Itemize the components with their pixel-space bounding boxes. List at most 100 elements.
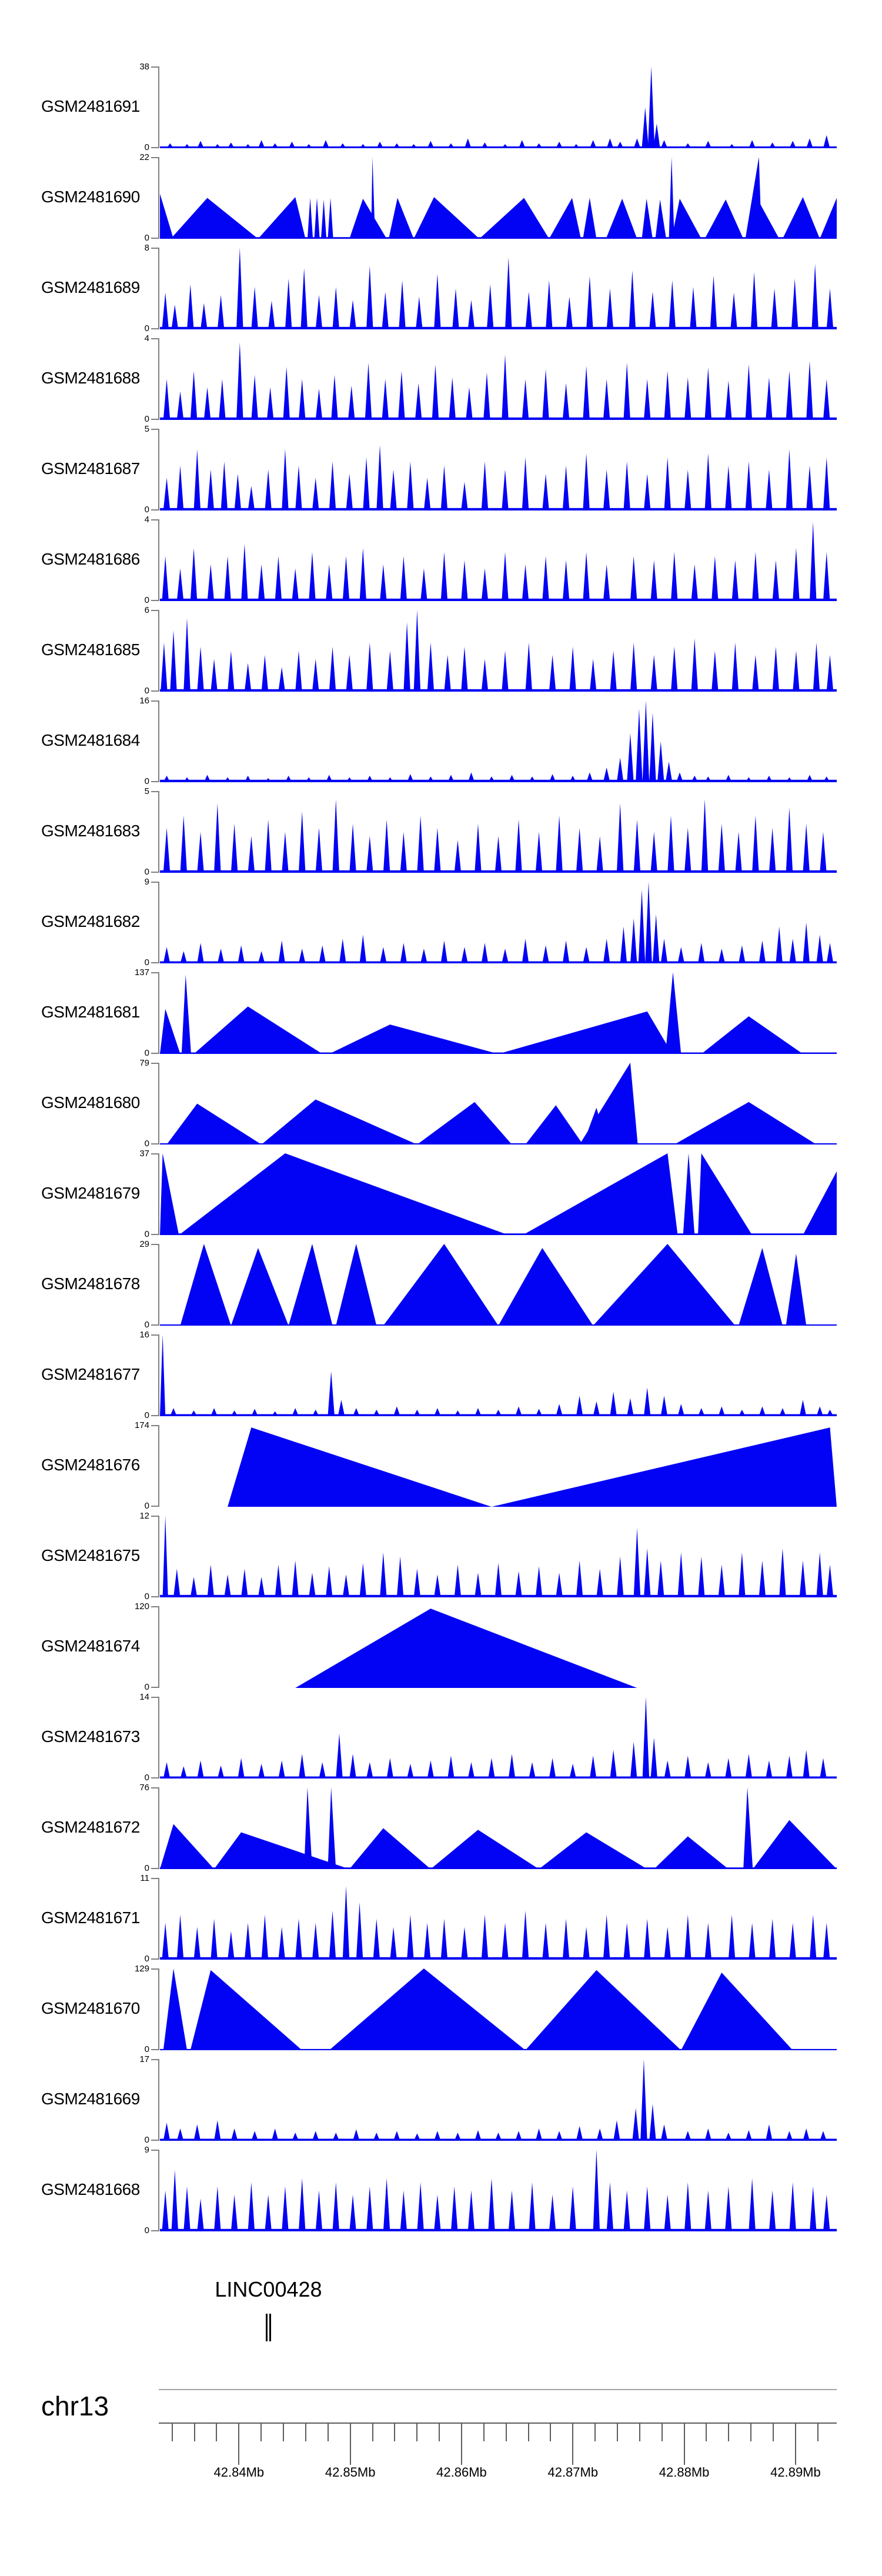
y-axis-tick bbox=[151, 1777, 158, 1778]
y-axis-tick bbox=[151, 1506, 158, 1507]
track-label: GSM2481680 bbox=[41, 1093, 140, 1112]
ruler-minor-tick bbox=[706, 2424, 707, 2441]
track-y-axis bbox=[158, 610, 159, 692]
data-track-row: GSM2481668 9 0 bbox=[0, 2145, 882, 2240]
y-axis-tick bbox=[151, 429, 158, 430]
coverage-area-plot bbox=[160, 882, 837, 963]
ruler-minor-tick bbox=[372, 2424, 373, 2441]
data-track-row: GSM2481680 79 0 bbox=[0, 1058, 882, 1153]
y-axis-tick bbox=[151, 1324, 158, 1326]
track-label: GSM2481679 bbox=[41, 1184, 140, 1202]
y-axis-value: 22 bbox=[139, 152, 149, 162]
y-axis-value: 12 bbox=[139, 1511, 149, 1521]
y-axis-value: 29 bbox=[139, 1239, 149, 1249]
y-axis-value: 37 bbox=[139, 1149, 149, 1159]
ruler-minor-tick bbox=[260, 2424, 262, 2441]
ruler-minor-tick bbox=[773, 2424, 774, 2441]
ruler-minor-tick bbox=[728, 2424, 730, 2441]
coverage-area-plot bbox=[160, 1153, 837, 1235]
data-track-row: GSM2481669 17 0 bbox=[0, 2054, 882, 2150]
y-axis-tick bbox=[151, 610, 158, 611]
y-axis-value: 0 bbox=[144, 1773, 149, 1783]
ruler-minor-tick bbox=[639, 2424, 640, 2441]
y-axis-value: 0 bbox=[144, 2044, 149, 2054]
track-y-axis bbox=[158, 972, 159, 1054]
data-track-row: GSM2481683 5 0 bbox=[0, 786, 882, 882]
y-axis-value: 9 bbox=[144, 2145, 149, 2155]
coverage-area-plot bbox=[160, 157, 837, 239]
y-axis-tick bbox=[151, 147, 158, 148]
y-axis-value: 5 bbox=[144, 424, 149, 434]
y-axis-tick bbox=[151, 1244, 158, 1245]
coverage-area-plot bbox=[160, 342, 837, 420]
y-axis-tick bbox=[151, 157, 158, 158]
coverage-area-plot bbox=[295, 1609, 637, 1688]
ruler-minor-tick bbox=[216, 2424, 218, 2441]
track-label: GSM2481670 bbox=[41, 1999, 140, 2017]
coverage-area-plot bbox=[160, 1334, 837, 1416]
ruler-major-tick bbox=[460, 2424, 462, 2465]
y-axis-tick bbox=[151, 1143, 158, 1144]
track-y-axis bbox=[158, 1334, 159, 1416]
track-label: GSM2481684 bbox=[41, 731, 140, 749]
ruler-minor-tick bbox=[750, 2424, 752, 2441]
coverage-area-plot bbox=[160, 1697, 837, 1778]
y-axis-tick bbox=[151, 972, 158, 973]
ruler-minor-tick bbox=[193, 2424, 195, 2441]
ruler-minor-tick bbox=[817, 2424, 818, 2441]
y-axis-tick bbox=[151, 419, 158, 420]
y-axis-value: 129 bbox=[134, 1964, 149, 1974]
track-label: GSM2481669 bbox=[41, 2090, 140, 2108]
ruler-major-tick bbox=[683, 2424, 685, 2465]
track-label: GSM2481668 bbox=[41, 2180, 140, 2198]
y-axis-value: 0 bbox=[144, 1501, 149, 1511]
ruler-minor-tick bbox=[505, 2424, 507, 2441]
ruler-minor-tick bbox=[617, 2424, 619, 2441]
track-y-axis bbox=[158, 1606, 159, 1688]
track-y-axis bbox=[158, 1425, 159, 1507]
y-axis-value: 0 bbox=[144, 2225, 149, 2235]
y-axis-value: 0 bbox=[144, 414, 149, 424]
track-label: GSM2481673 bbox=[41, 1727, 140, 1746]
y-axis-tick bbox=[151, 1596, 158, 1597]
y-axis-value: 0 bbox=[144, 1954, 149, 1964]
y-axis-tick bbox=[151, 1606, 158, 1607]
track-label: GSM2481690 bbox=[41, 188, 140, 206]
ruler-major-tick bbox=[238, 2424, 240, 2465]
coverage-area-plot bbox=[160, 1063, 837, 1144]
y-axis-tick bbox=[151, 519, 158, 520]
ruler-coordinate-label: 42.88Mb bbox=[659, 2465, 710, 2480]
y-axis-tick bbox=[151, 66, 158, 68]
genome-ruler-axis bbox=[159, 2422, 837, 2424]
ruler-minor-tick bbox=[305, 2424, 306, 2441]
y-axis-value: 0 bbox=[144, 957, 149, 967]
ruler-coordinate-label: 42.84Mb bbox=[213, 2465, 265, 2480]
y-axis-value: 8 bbox=[144, 243, 149, 253]
coverage-area-plot bbox=[160, 66, 837, 148]
coverage-area-plot bbox=[228, 1427, 837, 1507]
track-y-axis bbox=[158, 2150, 159, 2231]
y-axis-tick bbox=[151, 2140, 158, 2141]
data-track-row: GSM2481685 6 0 bbox=[0, 605, 882, 700]
y-axis-tick bbox=[151, 1153, 158, 1154]
data-track-row: GSM2481672 76 0 bbox=[0, 1783, 882, 1878]
y-axis-tick bbox=[151, 872, 158, 873]
y-axis-tick bbox=[151, 1234, 158, 1235]
y-axis-value: 76 bbox=[139, 1783, 149, 1793]
track-y-axis bbox=[158, 157, 159, 239]
track-label: GSM2481672 bbox=[41, 1818, 140, 1836]
data-track-row: GSM2481674 120 0 bbox=[0, 1601, 882, 1697]
track-y-axis bbox=[158, 519, 159, 601]
coverage-area-plot bbox=[160, 1886, 837, 1960]
y-axis-tick bbox=[151, 2230, 158, 2231]
data-track-row: GSM2481675 12 0 bbox=[0, 1511, 882, 1606]
y-axis-tick bbox=[151, 248, 158, 249]
y-axis-value: 0 bbox=[144, 323, 149, 333]
ruler-minor-tick bbox=[594, 2424, 596, 2441]
coverage-area-plot bbox=[160, 1968, 837, 2050]
ruler-minor-tick bbox=[283, 2424, 285, 2441]
y-axis-tick bbox=[151, 1334, 158, 1336]
gene-exon bbox=[269, 2314, 272, 2341]
track-y-axis bbox=[158, 2059, 159, 2141]
data-track-row: GSM2481671 11 0 bbox=[0, 1873, 882, 1968]
